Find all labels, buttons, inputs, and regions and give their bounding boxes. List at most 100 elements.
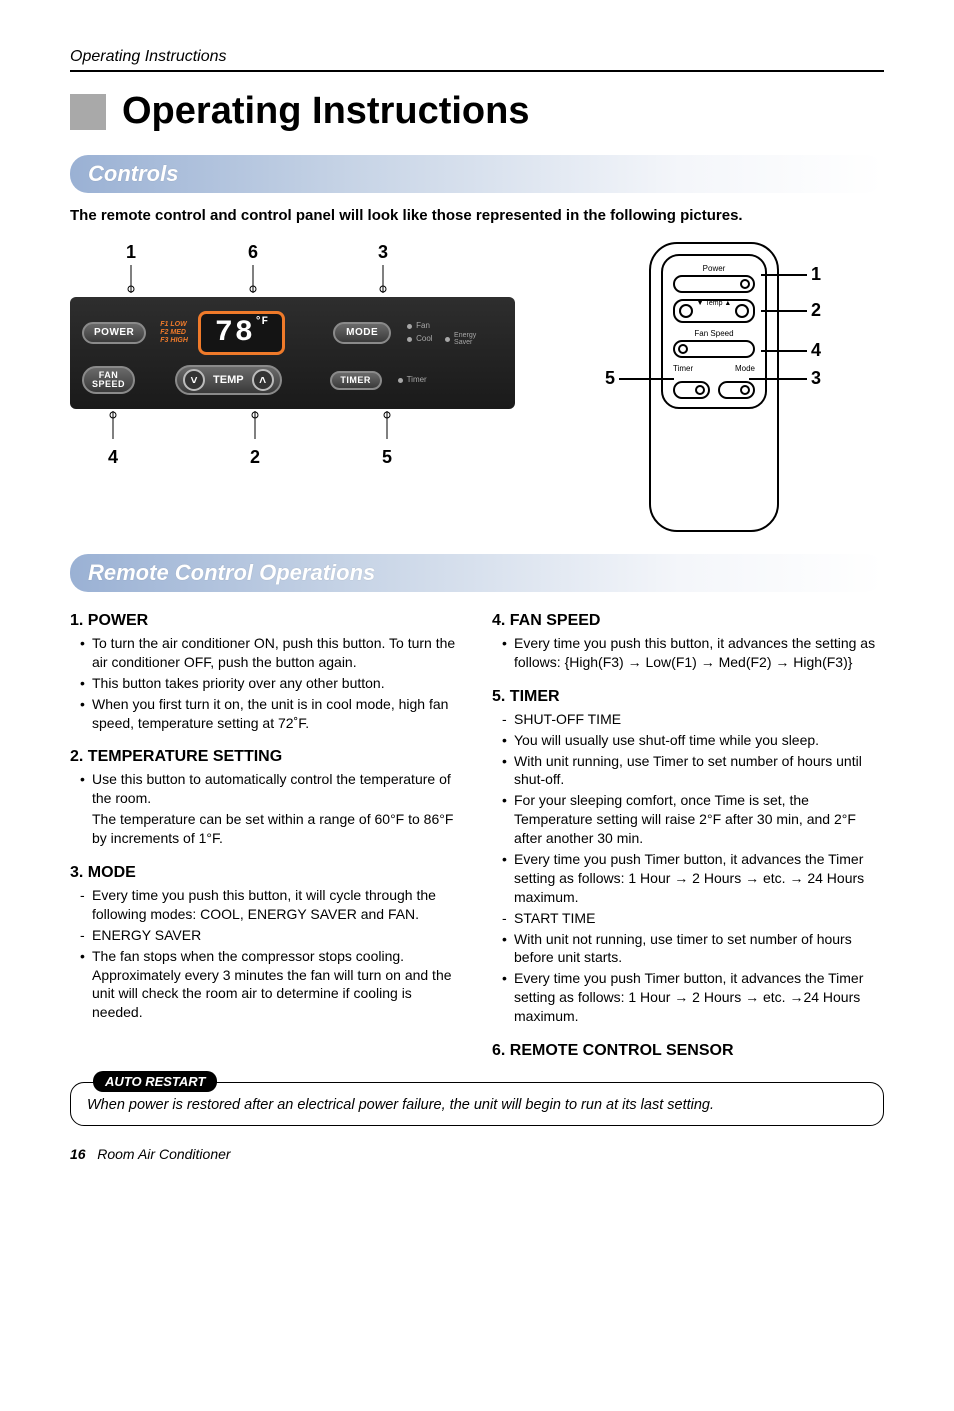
mode-button[interactable]: MODE <box>333 322 391 344</box>
s2-b1b: The temperature can be set within a rang… <box>92 810 462 848</box>
fan-level-labels: F1 LOW F2 MED F3 HIGH <box>160 321 188 344</box>
s5-d1: SHUT-OFF TIME <box>514 710 884 729</box>
panel-lead-lines-bottom <box>70 409 515 439</box>
figure-row: 1 6 3 POWER F1 LOW F2 MED F3 HIGH 78°F M… <box>70 242 884 542</box>
temp-label: TEMP <box>205 374 252 386</box>
auto-restart-box: AUTO RESTART When power is restored afte… <box>70 1082 884 1126</box>
s1-b1: To turn the air conditioner ON, push thi… <box>92 634 462 672</box>
ind-saver: Energy Saver <box>454 332 476 346</box>
remote-fanspeed-button[interactable] <box>673 340 755 358</box>
ind-timer: Timer <box>407 374 427 386</box>
h-power: 1. POWER <box>70 612 462 630</box>
s5-b7: With unit not running, use timer to set … <box>514 930 884 968</box>
page-title: Operating Instructions <box>122 90 529 133</box>
title-square-icon <box>70 94 106 130</box>
s5-b4: For your sleeping comfort, once Time is … <box>514 791 884 848</box>
running-header: Operating Instructions <box>70 48 884 66</box>
page-number: 16 <box>70 1146 86 1162</box>
section-controls: Controls <box>70 155 884 193</box>
s5-d6: START TIME <box>514 909 884 928</box>
fan-speed-button[interactable]: FAN SPEED <box>82 366 135 394</box>
s1-b2: This button takes priority over any othe… <box>92 674 462 693</box>
lead-line <box>761 350 807 352</box>
dot-icon <box>445 337 450 342</box>
lead-line <box>761 274 807 276</box>
s3-b3: The fan stops when the compressor stops … <box>92 947 462 1023</box>
s2-b1: Use this button to automatically control… <box>92 770 462 808</box>
temp-display: 78°F <box>198 311 285 355</box>
remote-inner: Power ▼ Temp ▲ Fan Speed Timer Mode <box>661 254 767 409</box>
mode-indicators: Fan Cool Energy Saver <box>407 320 476 346</box>
panel-num-6: 6 <box>248 242 258 263</box>
remote-num-2: 2 <box>811 300 821 321</box>
temp-adjust-group: ˅ TEMP ˄ <box>175 365 282 395</box>
knob-icon <box>678 344 688 354</box>
remote-power-button[interactable] <box>673 275 755 293</box>
control-panel-figure: 1 6 3 POWER F1 LOW F2 MED F3 HIGH 78°F M… <box>70 242 515 468</box>
right-column: 4. FAN SPEED Every time you push this bu… <box>492 606 884 1064</box>
h-timer: 5. TIMER <box>492 688 884 706</box>
temp-display-value: 78 <box>215 316 255 350</box>
temp-display-unit: °F <box>255 316 268 328</box>
h-remote-sensor: 6. REMOTE CONTROL SENSOR <box>492 1042 884 1060</box>
temp-down-button[interactable]: ˅ <box>183 369 205 391</box>
dot-icon <box>407 337 412 342</box>
panel-body: POWER F1 LOW F2 MED F3 HIGH 78°F MODE Fa… <box>70 297 515 409</box>
remote-body: Power ▼ Temp ▲ Fan Speed Timer Mode <box>649 242 779 532</box>
panel-num-4: 4 <box>108 447 118 468</box>
lead-line <box>749 378 807 380</box>
panel-num-3: 3 <box>378 242 388 263</box>
intro-text: The remote control and control panel wil… <box>70 207 884 224</box>
timer-indicator: Timer <box>398 374 427 386</box>
panel-num-2: 2 <box>250 447 260 468</box>
section-remote-ops-label: Remote Control Operations <box>88 560 375 585</box>
remote-temp-group: ▼ Temp ▲ <box>673 299 755 323</box>
dot-icon <box>398 378 403 383</box>
s5-b5: Every time you push Timer button, it adv… <box>514 850 884 907</box>
section-controls-label: Controls <box>88 161 178 186</box>
ind-cool: Cool <box>416 333 432 345</box>
remote-mode-button[interactable] <box>718 381 755 399</box>
title-row: Operating Instructions <box>70 90 884 133</box>
remote-mode-label: Mode <box>735 364 755 373</box>
s1-b3: When you first turn it on, the unit is i… <box>92 695 462 733</box>
remote-num-4: 4 <box>811 340 821 361</box>
header-rule <box>70 70 884 72</box>
body-columns: 1. POWER To turn the air conditioner ON,… <box>70 606 884 1064</box>
dot-icon <box>407 324 412 329</box>
knob-icon <box>695 385 705 395</box>
panel-callout-top: 1 6 3 <box>70 242 515 263</box>
h-mode: 3. MODE <box>70 864 462 882</box>
remote-num-3: 3 <box>811 368 821 389</box>
ind-fan: Fan <box>416 320 430 332</box>
auto-restart-text: When power is restored after an electric… <box>87 1097 867 1113</box>
lead-line <box>761 310 807 312</box>
timer-button[interactable]: TIMER <box>330 371 382 390</box>
knob-icon <box>740 385 750 395</box>
s3-d2: ENERGY SAVER <box>92 926 462 945</box>
remote-power-label: Power <box>673 264 755 273</box>
h-temp: 2. TEMPERATURE SETTING <box>70 748 462 766</box>
temp-up-button[interactable]: ˄ <box>252 369 274 391</box>
panel-lead-lines-top <box>70 265 515 293</box>
panel-num-5: 5 <box>382 447 392 468</box>
s3-d1: Every time you push this button, it will… <box>92 886 462 924</box>
section-remote-ops: Remote Control Operations <box>70 554 884 592</box>
power-button[interactable]: POWER <box>82 322 146 344</box>
lead-line <box>619 378 674 380</box>
remote-timer-label: Timer <box>673 364 693 373</box>
s5-b3: With unit running, use Timer to set numb… <box>514 752 884 790</box>
knob-icon <box>740 279 750 289</box>
left-column: 1. POWER To turn the air conditioner ON,… <box>70 606 462 1064</box>
panel-num-1: 1 <box>126 242 136 263</box>
s5-b8: Every time you push Timer button, it adv… <box>514 969 884 1026</box>
remote-timer-button[interactable] <box>673 381 710 399</box>
auto-restart-tab: AUTO RESTART <box>93 1071 217 1092</box>
remote-num-1: 1 <box>811 264 821 285</box>
footer-label: Room Air Conditioner <box>97 1146 230 1162</box>
s5-b2: You will usually use shut-off time while… <box>514 731 884 750</box>
remote-fanspeed-label: Fan Speed <box>673 329 755 338</box>
panel-callout-bottom: 4 2 5 <box>70 447 515 468</box>
h-fanspeed: 4. FAN SPEED <box>492 612 884 630</box>
s4-b1: Every time you push this button, it adva… <box>514 634 884 672</box>
